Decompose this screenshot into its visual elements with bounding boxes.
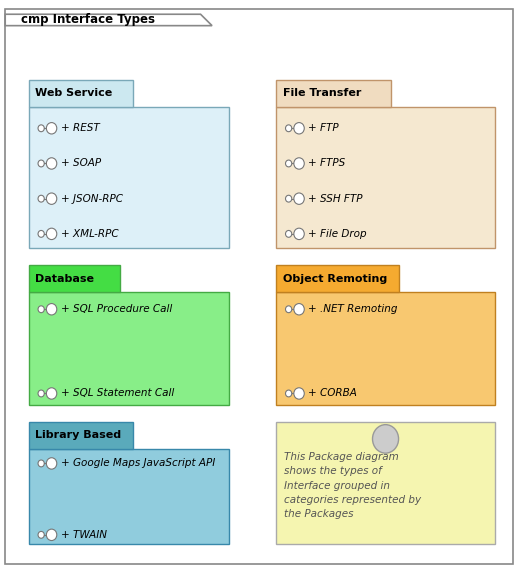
Circle shape (38, 230, 44, 237)
Circle shape (294, 228, 304, 239)
Bar (276, 80, 391, 107)
Text: Web Service: Web Service (35, 88, 113, 99)
Text: + Google Maps JavaScript API: + Google Maps JavaScript API (61, 458, 215, 469)
Circle shape (373, 425, 399, 453)
Text: + .NET Remoting: + .NET Remoting (308, 304, 398, 314)
Bar (276, 107, 495, 248)
Bar (29, 80, 133, 107)
Text: Database: Database (35, 274, 94, 284)
Text: This Package diagram
shows the types of
Interface grouped in
categories represen: This Package diagram shows the types of … (284, 452, 421, 519)
Text: + XML-RPC: + XML-RPC (61, 229, 119, 239)
Text: + SSH FTP: + SSH FTP (308, 194, 363, 203)
Circle shape (294, 158, 304, 169)
Text: + REST: + REST (61, 123, 100, 133)
Text: + CORBA: + CORBA (308, 389, 357, 398)
Circle shape (286, 196, 292, 202)
Text: Library Based: Library Based (35, 430, 121, 441)
Bar (29, 422, 133, 449)
Bar (276, 265, 399, 292)
Circle shape (46, 193, 57, 205)
Circle shape (46, 529, 57, 540)
Circle shape (46, 123, 57, 134)
Text: + SQL Procedure Call: + SQL Procedure Call (61, 304, 172, 314)
Polygon shape (5, 14, 212, 26)
Circle shape (38, 460, 44, 467)
Bar (276, 422, 495, 544)
Circle shape (38, 390, 44, 397)
Circle shape (294, 388, 304, 399)
Circle shape (46, 388, 57, 399)
Circle shape (286, 306, 292, 313)
Text: + JSON-RPC: + JSON-RPC (61, 194, 123, 203)
Circle shape (294, 193, 304, 205)
Circle shape (46, 228, 57, 239)
Circle shape (38, 196, 44, 202)
Text: + FTP: + FTP (308, 123, 339, 133)
Text: + TWAIN: + TWAIN (61, 530, 107, 540)
Bar (29, 449, 229, 544)
Circle shape (46, 458, 57, 469)
Circle shape (286, 125, 292, 132)
Bar (29, 292, 229, 405)
Bar (276, 292, 495, 405)
Bar (29, 265, 120, 292)
Circle shape (38, 306, 44, 313)
Text: File Transfer: File Transfer (283, 88, 361, 99)
Text: cmp Interface Types: cmp Interface Types (21, 14, 155, 26)
Circle shape (46, 304, 57, 315)
Circle shape (294, 304, 304, 315)
Circle shape (46, 158, 57, 169)
Circle shape (38, 125, 44, 132)
Text: + SQL Statement Call: + SQL Statement Call (61, 389, 174, 398)
Circle shape (38, 531, 44, 538)
Circle shape (286, 390, 292, 397)
Text: + FTPS: + FTPS (308, 158, 345, 169)
Text: + File Drop: + File Drop (308, 229, 367, 239)
Circle shape (38, 160, 44, 167)
Circle shape (286, 230, 292, 237)
Circle shape (286, 160, 292, 167)
Text: + SOAP: + SOAP (61, 158, 101, 169)
Circle shape (294, 123, 304, 134)
Bar (29, 107, 229, 248)
Text: Object Remoting: Object Remoting (283, 274, 387, 284)
